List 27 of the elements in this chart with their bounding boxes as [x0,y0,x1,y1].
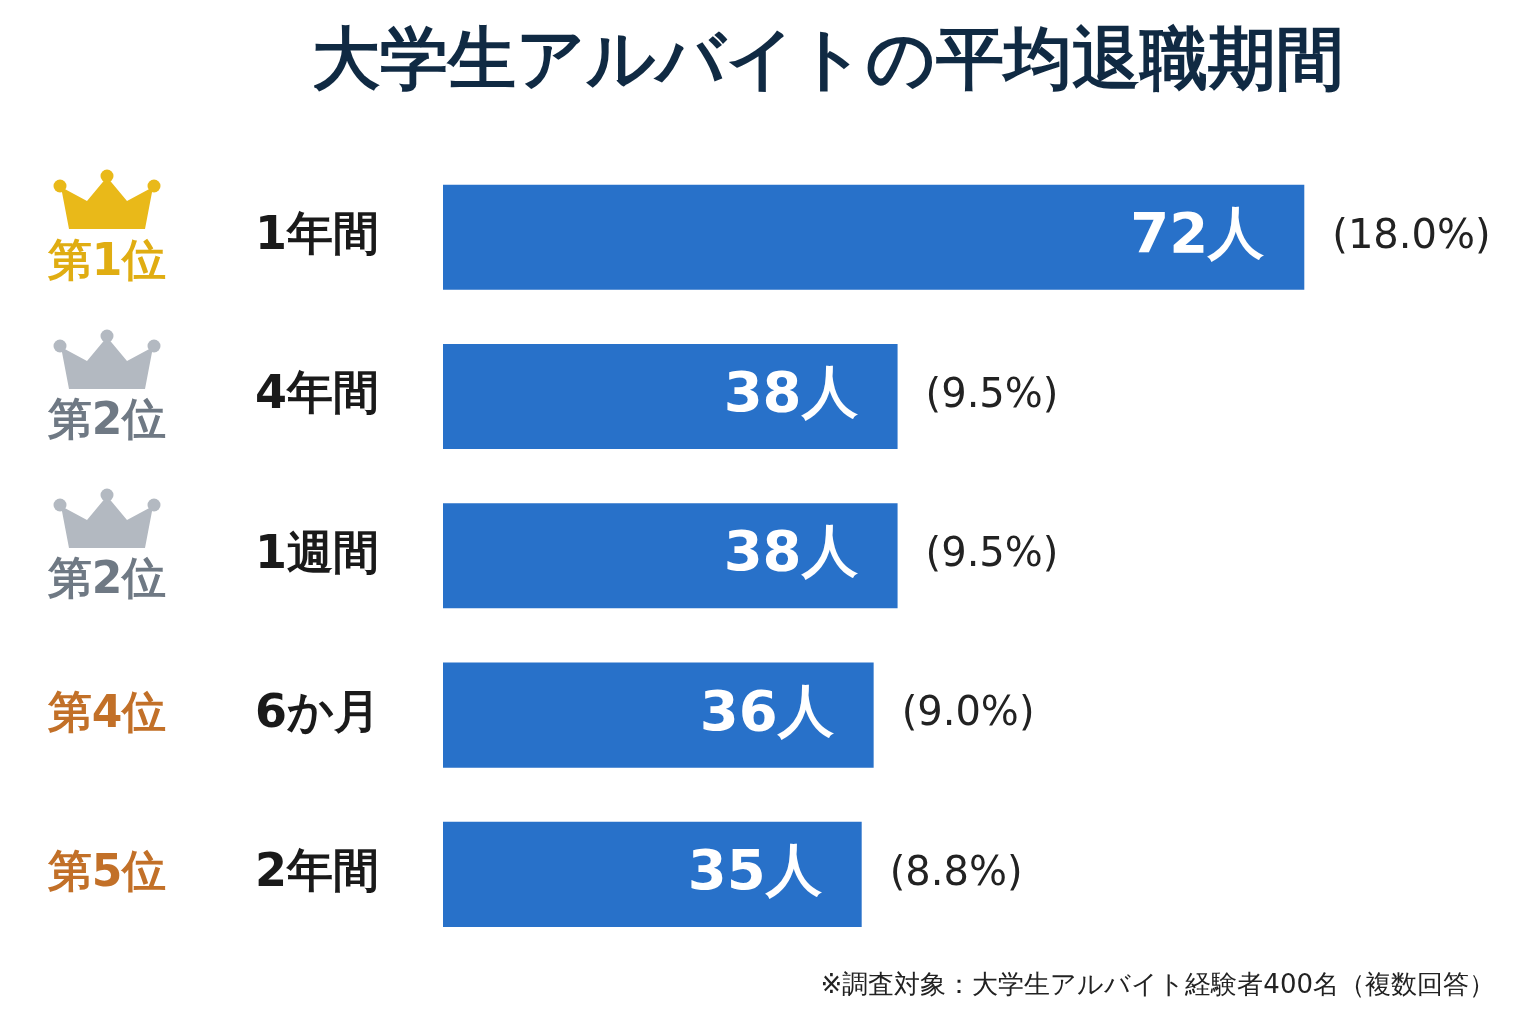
chart-title: 大学生アルバイトの平均退職期間 [311,19,1344,99]
annotation: (9.0%) [901,688,1035,735]
text: 第1位 [46,233,167,285]
text: 第2位 [46,392,167,444]
data-label: 72人 [1130,199,1265,265]
data-label: 35人 [687,836,822,902]
annotation: (8.8%) [889,847,1023,894]
data-label: 38人 [723,359,858,425]
data-label: 36人 [699,677,834,743]
data-label: 38人 [723,518,858,584]
bar [443,503,898,609]
bar [443,343,898,450]
annotation: (9.5%) [925,369,1059,416]
y-tick-label: 1年間 [255,206,380,261]
text: 第2位 [46,552,167,604]
bar [443,184,1305,290]
annotation: (9.5%) [925,529,1059,576]
y-tick-label: 4年間 [255,365,380,420]
text: 第4位 [46,685,167,737]
y-tick-label: 6か月 [255,684,381,739]
text: 第5位 [46,844,167,896]
bar [443,821,862,927]
y-tick-label: 1週間 [255,524,380,579]
annotation: (18.0%) [1332,210,1491,257]
text: ※調査対象：大学生アルバイト経験者400名（複数回答） [820,968,1495,999]
bar [443,662,874,768]
y-tick-label: 2年間 [255,843,380,898]
